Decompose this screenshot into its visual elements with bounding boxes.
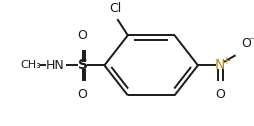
Text: ⁻: ⁻ bbox=[248, 36, 253, 46]
Text: +: + bbox=[221, 56, 229, 66]
Text: O: O bbox=[241, 37, 250, 50]
Text: O: O bbox=[214, 88, 224, 101]
Text: HN: HN bbox=[45, 59, 64, 72]
Text: CH₃: CH₃ bbox=[20, 60, 41, 70]
Text: O: O bbox=[77, 88, 87, 101]
Text: N: N bbox=[214, 58, 224, 72]
Text: O: O bbox=[77, 29, 87, 42]
Text: S: S bbox=[77, 58, 87, 72]
Text: Cl: Cl bbox=[109, 2, 121, 15]
